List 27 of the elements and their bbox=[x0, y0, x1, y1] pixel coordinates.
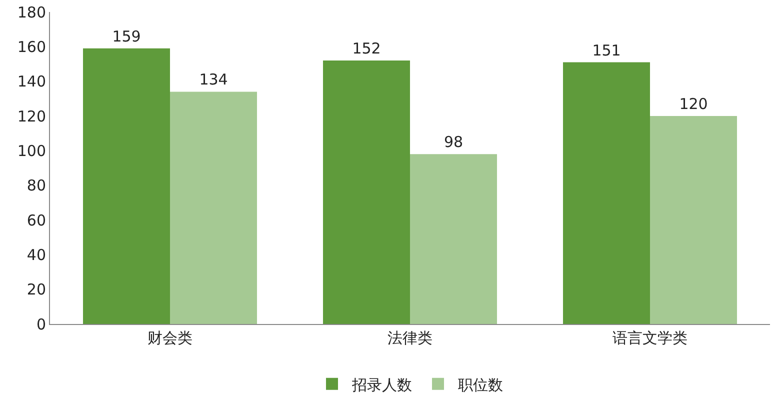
data-label: 151 bbox=[592, 41, 621, 60]
bar bbox=[650, 116, 737, 324]
bar bbox=[410, 154, 497, 324]
x-tick-label: 财会类 bbox=[148, 329, 192, 347]
y-tick-label: 20 bbox=[26, 280, 46, 299]
x-tick-label: 法律类 bbox=[388, 329, 432, 347]
y-tick-label: 60 bbox=[26, 211, 46, 230]
x-tick-label: 语言文学类 bbox=[612, 329, 688, 347]
y-tick-label: 120 bbox=[17, 107, 46, 126]
data-label: 98 bbox=[444, 133, 464, 152]
bar bbox=[83, 48, 170, 324]
data-label: 120 bbox=[679, 95, 708, 113]
y-tick-label: 0 bbox=[36, 315, 46, 334]
bar bbox=[170, 92, 257, 324]
y-tick-label: 40 bbox=[26, 246, 46, 264]
data-label: 134 bbox=[199, 70, 228, 89]
data-label: 152 bbox=[352, 40, 381, 58]
y-tick-label: 160 bbox=[17, 38, 46, 56]
bar bbox=[563, 62, 650, 324]
y-tick-label: 180 bbox=[17, 3, 46, 22]
legend-label: 职位数 bbox=[458, 376, 503, 394]
y-tick-label: 80 bbox=[26, 176, 46, 195]
y-tick-label: 140 bbox=[17, 72, 46, 91]
data-label: 159 bbox=[112, 27, 141, 46]
legend-label: 招录人数 bbox=[351, 376, 412, 394]
y-tick-label: 100 bbox=[17, 142, 46, 160]
bar bbox=[323, 60, 410, 324]
